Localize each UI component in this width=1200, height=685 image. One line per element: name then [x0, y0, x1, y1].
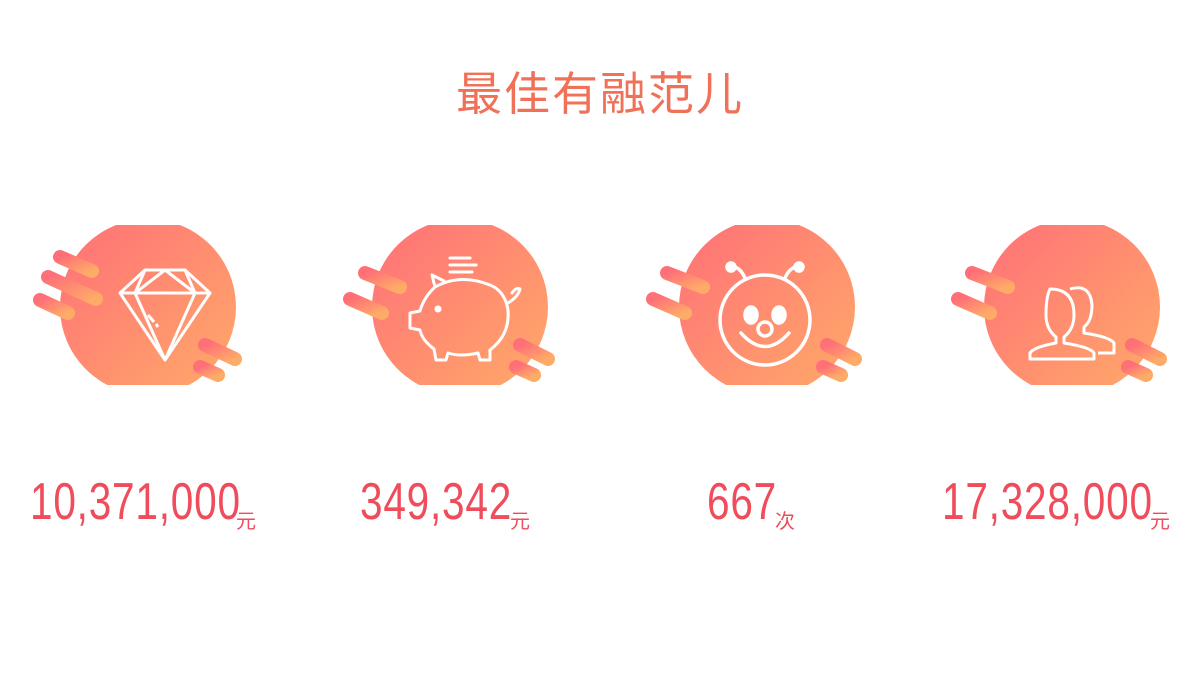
- smiley-badge: [646, 225, 862, 385]
- stat-count: 667 次: [645, 225, 945, 545]
- diamond-icon: [118, 268, 212, 362]
- smiley-bee-icon: [718, 261, 812, 367]
- stat-unit: 元: [236, 509, 256, 533]
- stat-value: 10,371,000: [30, 473, 241, 531]
- stat-value: 17,328,000: [942, 473, 1153, 531]
- users-icon: [1028, 286, 1116, 361]
- stat-unit: 元: [1150, 509, 1170, 533]
- page-title: 最佳有融范儿: [456, 67, 744, 121]
- stat-value: 349,342: [360, 473, 513, 531]
- stat-savings: 349,342 元: [340, 225, 640, 545]
- piggy-bank-icon: [408, 256, 522, 362]
- stat-value: 667: [707, 473, 778, 531]
- stat-unit: 元: [510, 509, 530, 533]
- diamond-badge: [33, 225, 242, 385]
- piggy-badge: [343, 225, 555, 385]
- stat-users-amount: 17,328,000 元: [942, 225, 1200, 545]
- users-badge: [951, 225, 1167, 385]
- stat-total-amount: 10,371,000 元: [30, 225, 330, 545]
- stat-unit: 次: [775, 509, 795, 533]
